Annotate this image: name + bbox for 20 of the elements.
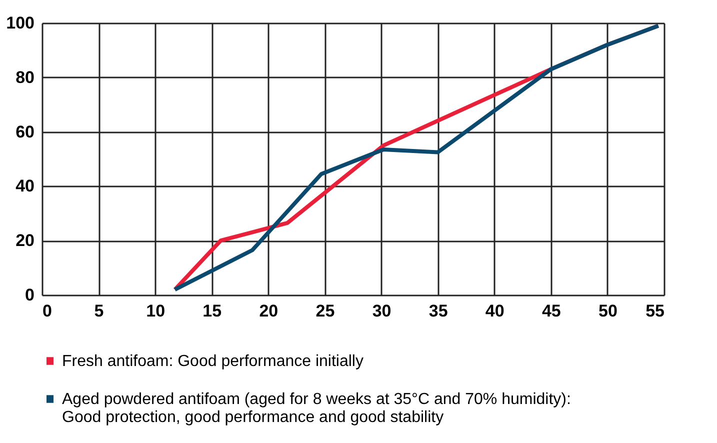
y-tick-label: 60 <box>16 122 34 142</box>
y-tick-label: 40 <box>16 176 34 196</box>
y-tick-label: 80 <box>16 68 34 87</box>
y-tick-label: 100 <box>6 14 34 32</box>
legend-label: Fresh antifoam: Good performance initially <box>62 353 364 370</box>
x-tick-label: 5 <box>94 302 104 320</box>
x-tick-label: 40 <box>485 302 504 320</box>
x-tick-label: 35 <box>428 302 448 320</box>
x-tick-label: 50 <box>598 302 618 320</box>
y-tick-label: 0 <box>25 286 34 304</box>
x-tick-label: 30 <box>372 302 392 320</box>
x-tick-label: 45 <box>542 302 561 320</box>
x-tick-label: 55 <box>646 302 664 320</box>
x-tick-label: 10 <box>146 302 166 320</box>
x-tick-label: 20 <box>259 302 278 320</box>
legend-label: Aged powdered antifoam (aged for 8 weeks at 35°C and 70% humidity): Good protection, good performance and good stability <box>62 391 571 426</box>
x-tick-label: 25 <box>316 302 335 320</box>
x-tick-label: 15 <box>202 302 222 320</box>
y-tick-label: 20 <box>16 231 34 250</box>
x-tick-label: 0 <box>42 302 52 320</box>
